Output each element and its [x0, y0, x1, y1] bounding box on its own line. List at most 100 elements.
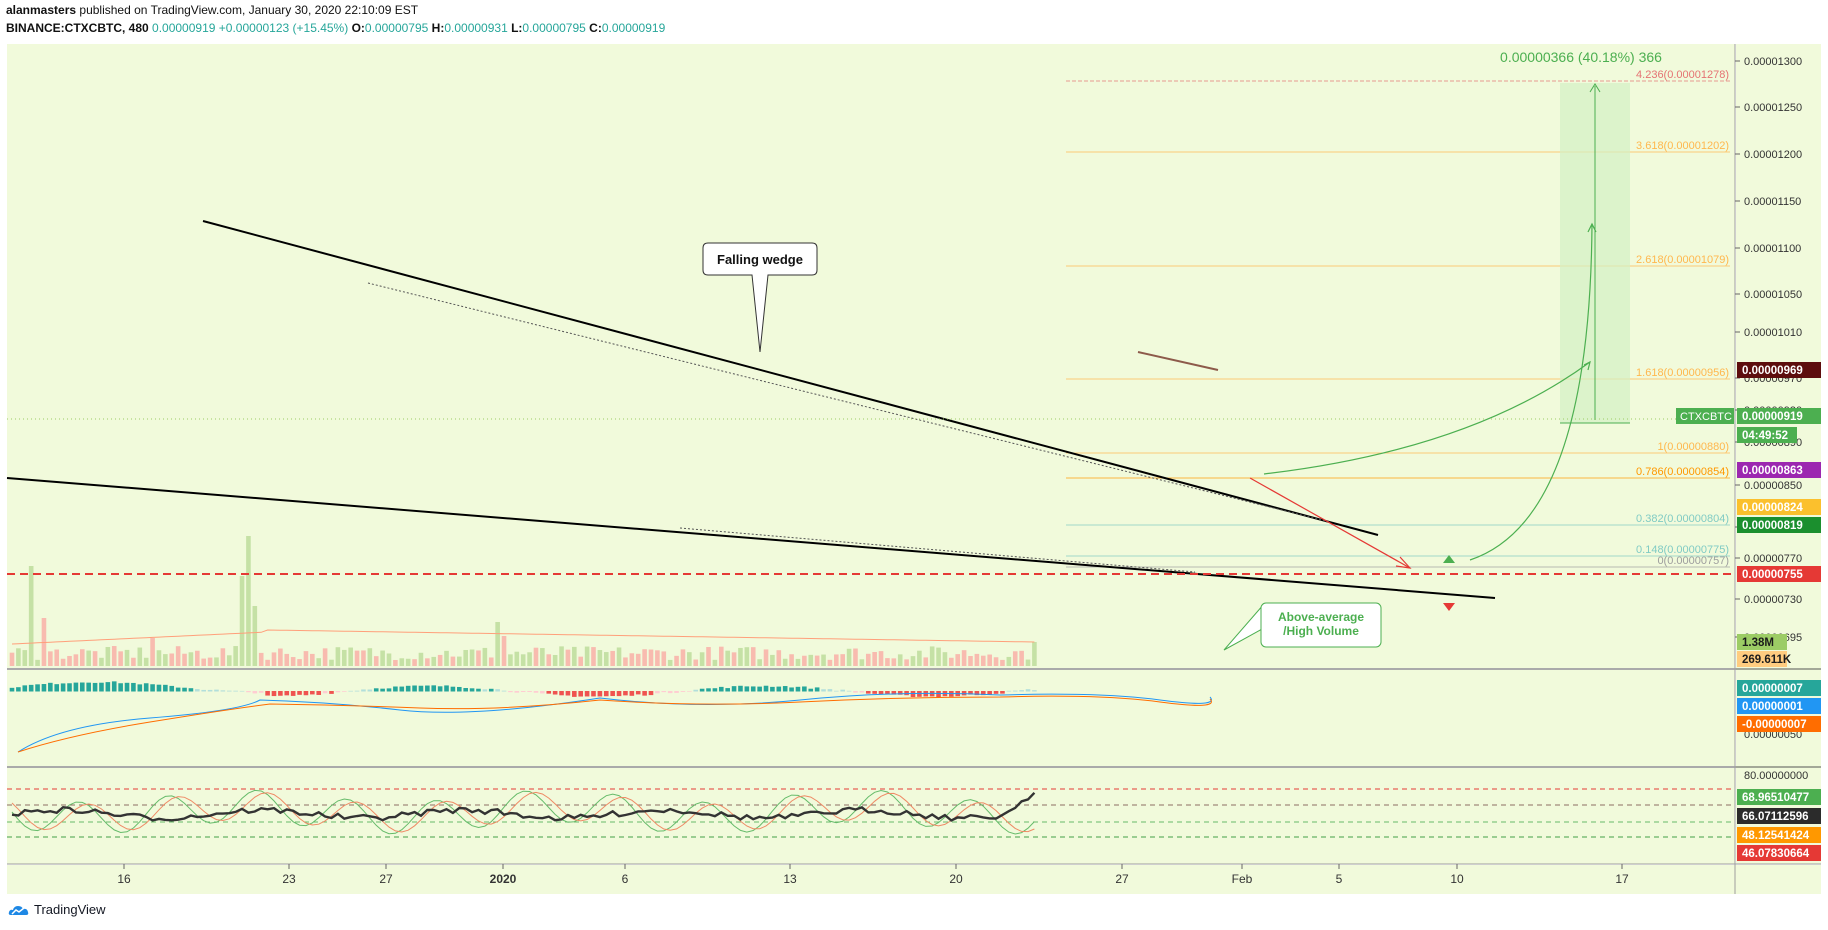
volume-bar [744, 647, 750, 666]
macd-histogram-bar [744, 686, 750, 692]
stoch-badge-text: 68.96510477 [1742, 792, 1809, 804]
macd-histogram-bar [86, 682, 91, 692]
volume-bar [329, 659, 334, 666]
macd-histogram-bar [565, 691, 571, 696]
macd-histogram-bar [265, 691, 270, 696]
stoch-rsi-indicator [7, 788, 1735, 838]
volume-bar [770, 654, 775, 666]
macd-histogram-bar [980, 691, 986, 696]
volume-bar [782, 658, 788, 666]
tradingview-logo[interactable]: TradingView [8, 902, 106, 917]
macd-histogram-bar [99, 682, 104, 692]
volume-bar [865, 653, 871, 666]
volume-bar [316, 658, 322, 666]
price-pane[interactable] [7, 44, 1735, 668]
macd-histogram-bar [290, 691, 296, 696]
macd-histogram-bar [79, 682, 85, 692]
measure-arrowhead [1589, 83, 1601, 93]
volume-bar [559, 646, 564, 666]
macd-histogram-bar [297, 691, 302, 695]
macd-histogram-bar [827, 689, 833, 692]
macd-histogram-bar [572, 691, 577, 697]
macd-histogram-bar [917, 691, 922, 697]
volume-bar [182, 653, 187, 666]
macd-badge [1737, 680, 1821, 696]
macd-histogram-bar [642, 691, 647, 696]
macd-histogram-bar [501, 690, 507, 692]
macd-histogram-bar [457, 686, 462, 692]
volume-bar [955, 654, 961, 666]
falling-wedge-callout[interactable]: Falling wedge [702, 242, 818, 353]
volume-ma-line [11, 629, 1035, 645]
volume-bar [508, 654, 513, 666]
macd-histogram-bar [629, 691, 635, 696]
price-range-measure[interactable] [1560, 83, 1630, 424]
volume-bar [297, 659, 302, 666]
volume-bar [974, 653, 980, 666]
macd-histogram-bar [246, 691, 251, 693]
measure-label: 0.00000366 (40.18%) 366 [1500, 49, 1662, 65]
up-marker [1443, 555, 1455, 563]
volume-bar [79, 649, 85, 666]
volume-bar [693, 659, 699, 666]
close-value: 0.00000919 [601, 21, 666, 35]
macd-histogram-bar [533, 691, 539, 693]
volume-bar [437, 654, 443, 666]
time-tick-label: 16 [117, 872, 131, 886]
macd-histogram-bar [846, 690, 852, 692]
author-name[interactable]: alanmasters [6, 3, 77, 17]
macd-pane[interactable] [7, 670, 1735, 766]
macd-histogram-bar [770, 686, 775, 692]
macd-histogram-bar [393, 686, 398, 692]
stoch-pane[interactable] [7, 768, 1735, 864]
time-axis[interactable] [7, 865, 1821, 894]
macd-histogram-bar [188, 688, 194, 692]
volume-note-callout[interactable]: Above-average /High Volume [1223, 602, 1382, 651]
volume-bar [917, 650, 922, 666]
macd-histogram-bar [437, 686, 443, 692]
volume-bar [73, 654, 79, 666]
macd-histogram-bar [450, 686, 456, 692]
volume-bar [476, 650, 481, 666]
macd-histogram-bar [469, 688, 475, 692]
volume-bar [680, 649, 686, 666]
fib-extension[interactable]: 4.236(0.00001278) 3.618(0.00001202) 2.618(… [1066, 69, 1730, 568]
macd-histogram-bar [738, 685, 743, 692]
macd-histogram-bar [789, 687, 794, 692]
macd-histogram-bar [431, 685, 437, 692]
macd-histogram-bar [271, 691, 277, 697]
fib-level-label: 3.618(0.00001202) [1636, 140, 1729, 152]
rsi-line [11, 791, 1036, 822]
fib-level-label: 2.618(0.00001079) [1636, 254, 1729, 266]
drawings[interactable] [6, 220, 1735, 611]
volume-bar [201, 658, 206, 666]
stoch-k-line [11, 789, 1035, 835]
inner-dotted-line [367, 282, 1331, 523]
macd-histogram-bar [623, 691, 628, 696]
fib-level-label: 1.618(0.00000956) [1636, 367, 1729, 379]
macd-histogram-bar [201, 689, 206, 692]
macd-histogram-bar [597, 691, 603, 697]
open-value: 0.00000795 [364, 21, 429, 35]
volume-bar [776, 650, 782, 666]
volume-bar [450, 656, 456, 666]
macd-histogram-bar [667, 691, 673, 694]
volume-bar [936, 647, 941, 666]
volume-bar [725, 650, 730, 666]
volume-bar [220, 648, 226, 666]
volume-badge [1737, 634, 1787, 650]
volume-bar [488, 657, 494, 666]
volume-bar [834, 654, 839, 666]
time-tick-label: 27 [379, 872, 393, 886]
volume-bar [252, 606, 258, 666]
macd-histogram-bar [680, 691, 686, 692]
volume-bar [540, 648, 545, 666]
volume-bar [48, 651, 53, 666]
fib-level-label: 4.236(0.00001278) [1636, 69, 1729, 81]
volume-bar [584, 646, 590, 666]
time-tick-label: Feb [1232, 872, 1253, 886]
macd-histogram-bar [936, 691, 941, 698]
price-axis[interactable] [1736, 44, 1821, 864]
symbol-label[interactable]: BINANCE:CTXCBTC, 480 [6, 21, 149, 35]
